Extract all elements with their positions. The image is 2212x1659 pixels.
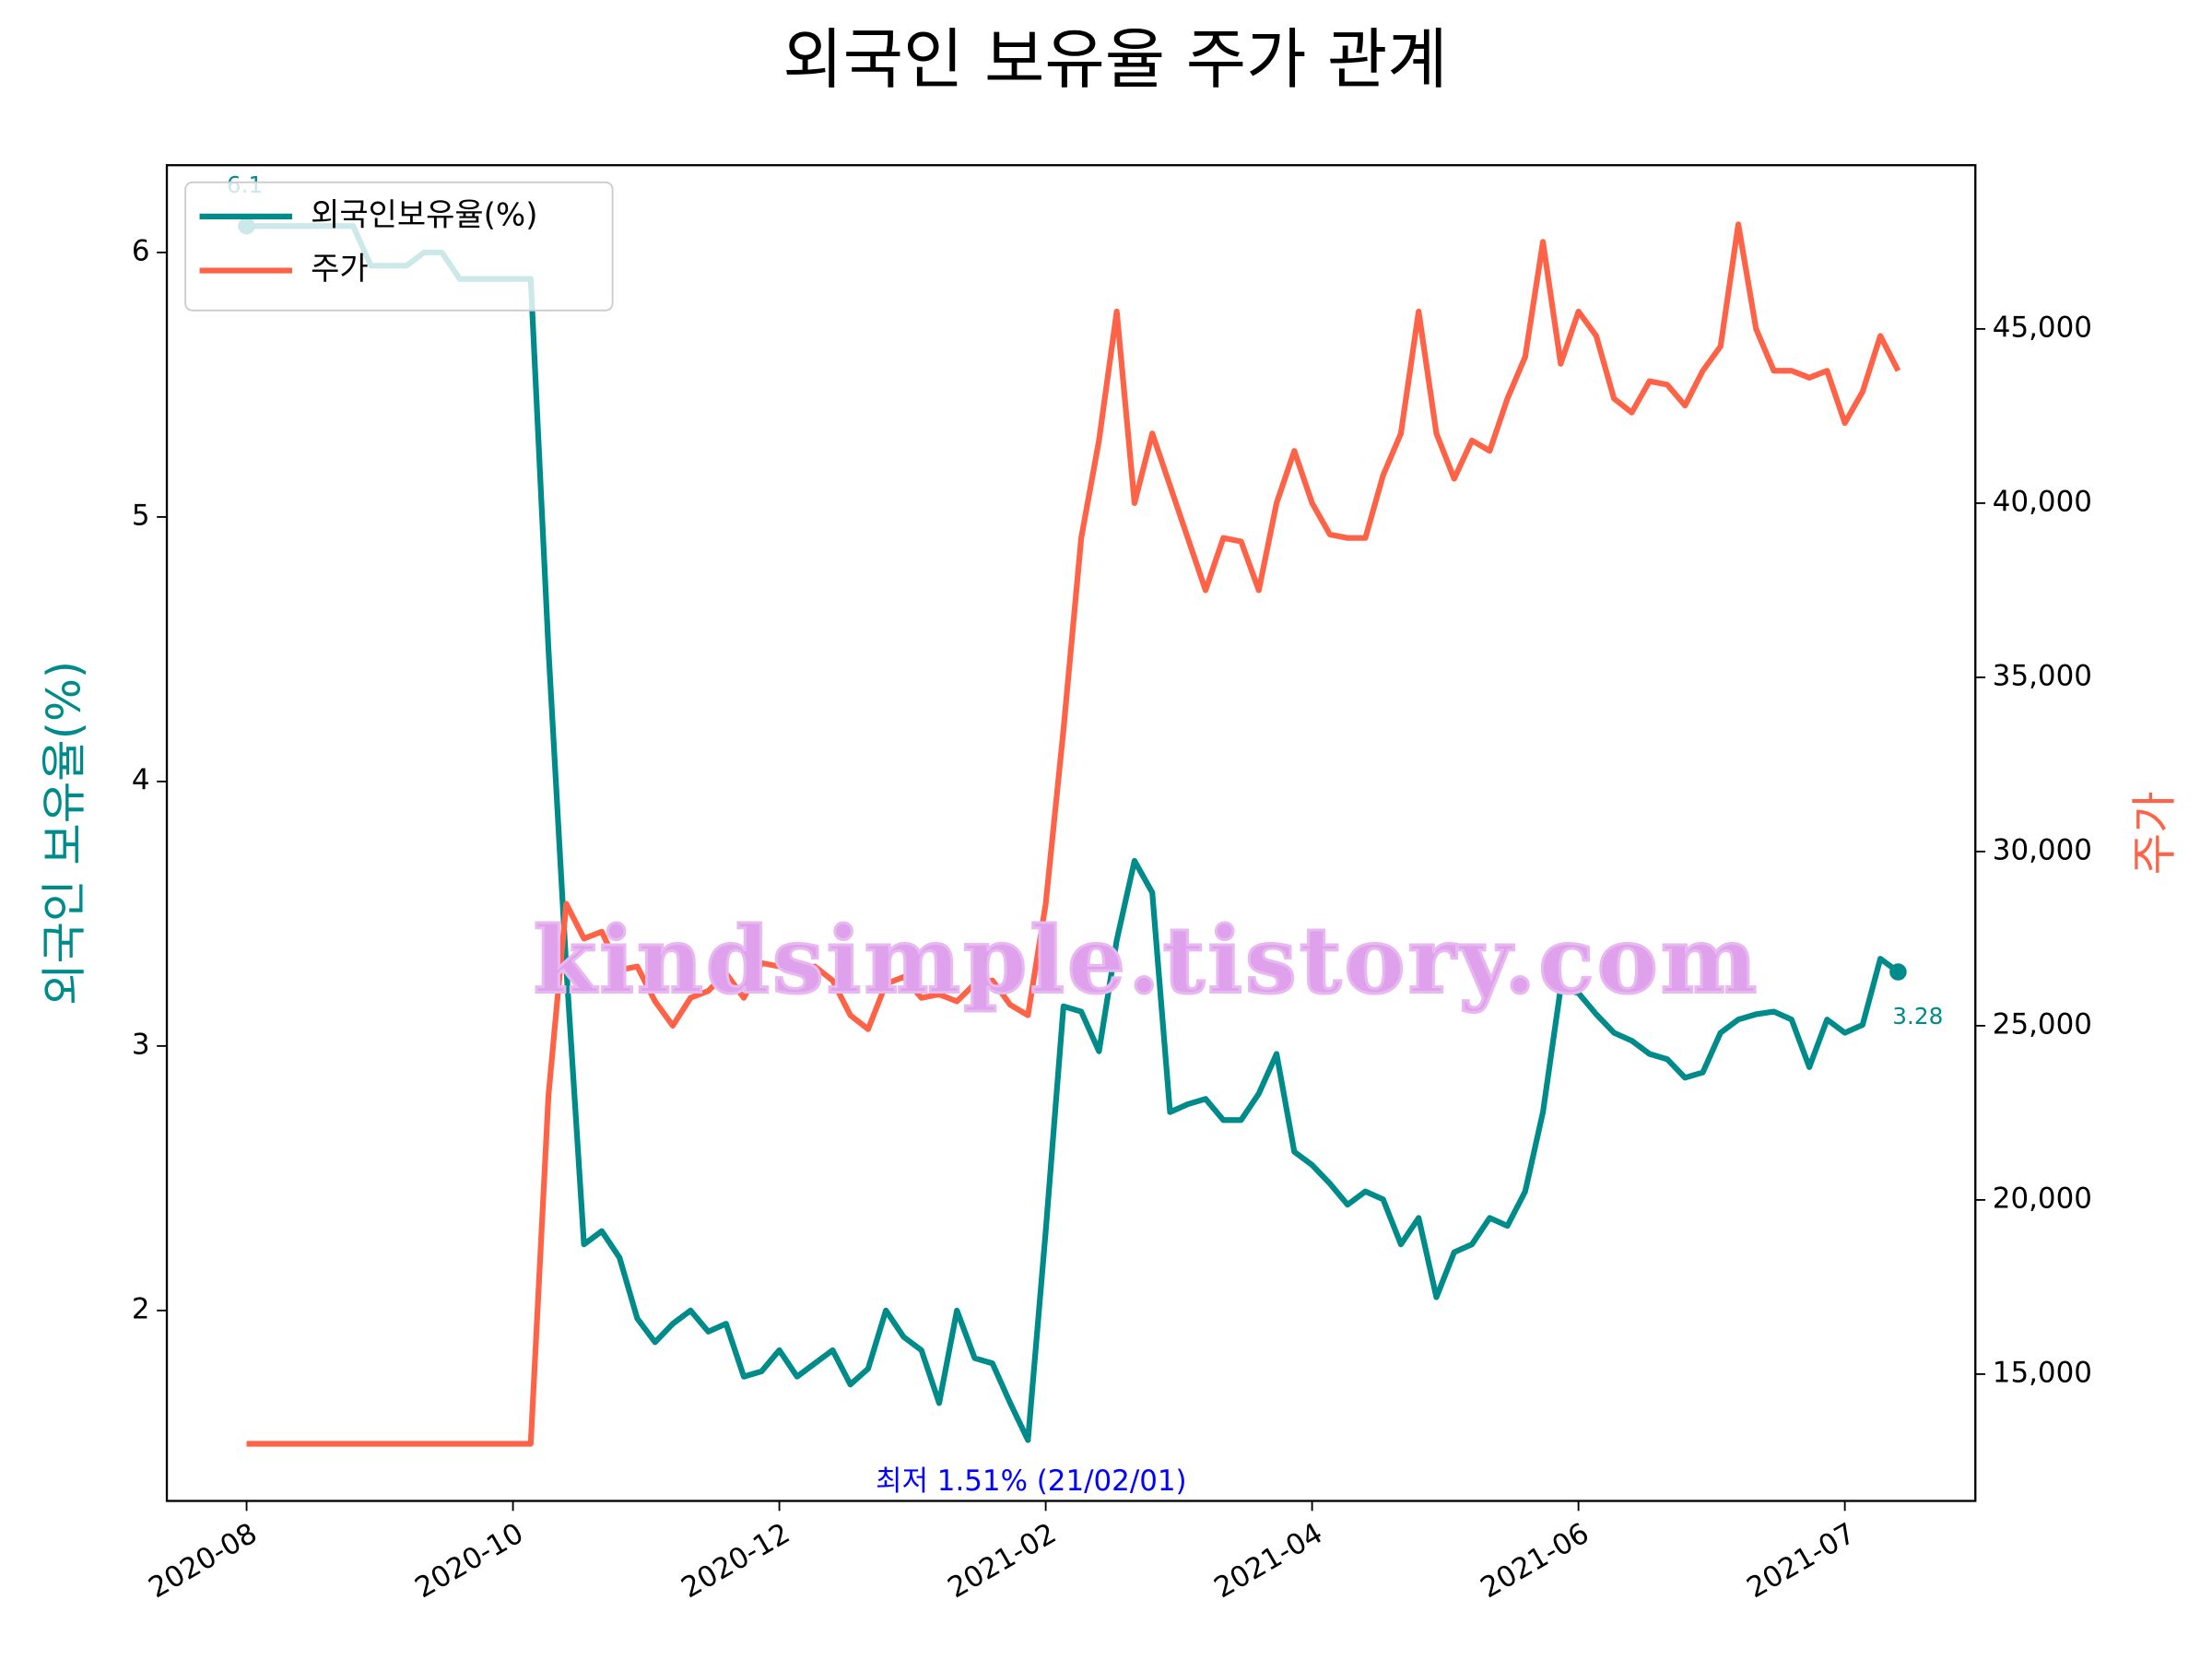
y2-tick-label: 20,000 (1993, 1182, 2092, 1215)
y2-tick-label: 30,000 (1993, 833, 2092, 866)
series-line (246, 223, 1900, 1443)
x-tick-label: 2021-04 (1208, 1517, 1328, 1606)
series-line (246, 221, 1901, 1447)
y2-tick-label: 35,000 (1993, 659, 2092, 692)
x-tick-label: 2021-02 (942, 1517, 1062, 1606)
min-annotation: 최저 1.51% (21/02/01) (876, 1465, 1186, 1498)
y2-axis-label: 주가 (2128, 791, 2182, 875)
watermark: kindsimple.tistory.com (534, 908, 1760, 1015)
end-label: 3.28 (1892, 1003, 1943, 1030)
y-tick-label: 6 (132, 234, 150, 267)
chart-title: 외국인 보유율 주가 관계 (782, 21, 1448, 98)
y2-tick-label: 40,000 (1993, 485, 2092, 518)
point-marker (1889, 963, 1907, 981)
y2-tick-label: 45,000 (1993, 311, 2092, 344)
legend-label: 외국인보유율(%) (311, 196, 537, 233)
y2-tick-label: 25,000 (1993, 1007, 2092, 1041)
legend-label: 주가 (311, 251, 369, 288)
x-tick-label: 2020-08 (143, 1517, 263, 1606)
x-tick-label: 2020-10 (409, 1517, 529, 1606)
y2-tick-label: 15,000 (1993, 1356, 2092, 1389)
plot-frame (165, 164, 1977, 1502)
x-tick-label: 2021-07 (1741, 1517, 1861, 1606)
x-tick-label: 2020-12 (676, 1517, 795, 1606)
x-tick-label: 2021-06 (1475, 1517, 1594, 1606)
y-tick-label: 3 (132, 1028, 150, 1061)
y-tick-label: 5 (132, 499, 150, 532)
y-axis-label: 외국인 보유율(%) (37, 661, 90, 1006)
y-tick-label: 4 (132, 763, 150, 796)
y-tick-label: 2 (132, 1292, 150, 1325)
legend: 외국인보유율(%) 주가 (184, 181, 614, 312)
